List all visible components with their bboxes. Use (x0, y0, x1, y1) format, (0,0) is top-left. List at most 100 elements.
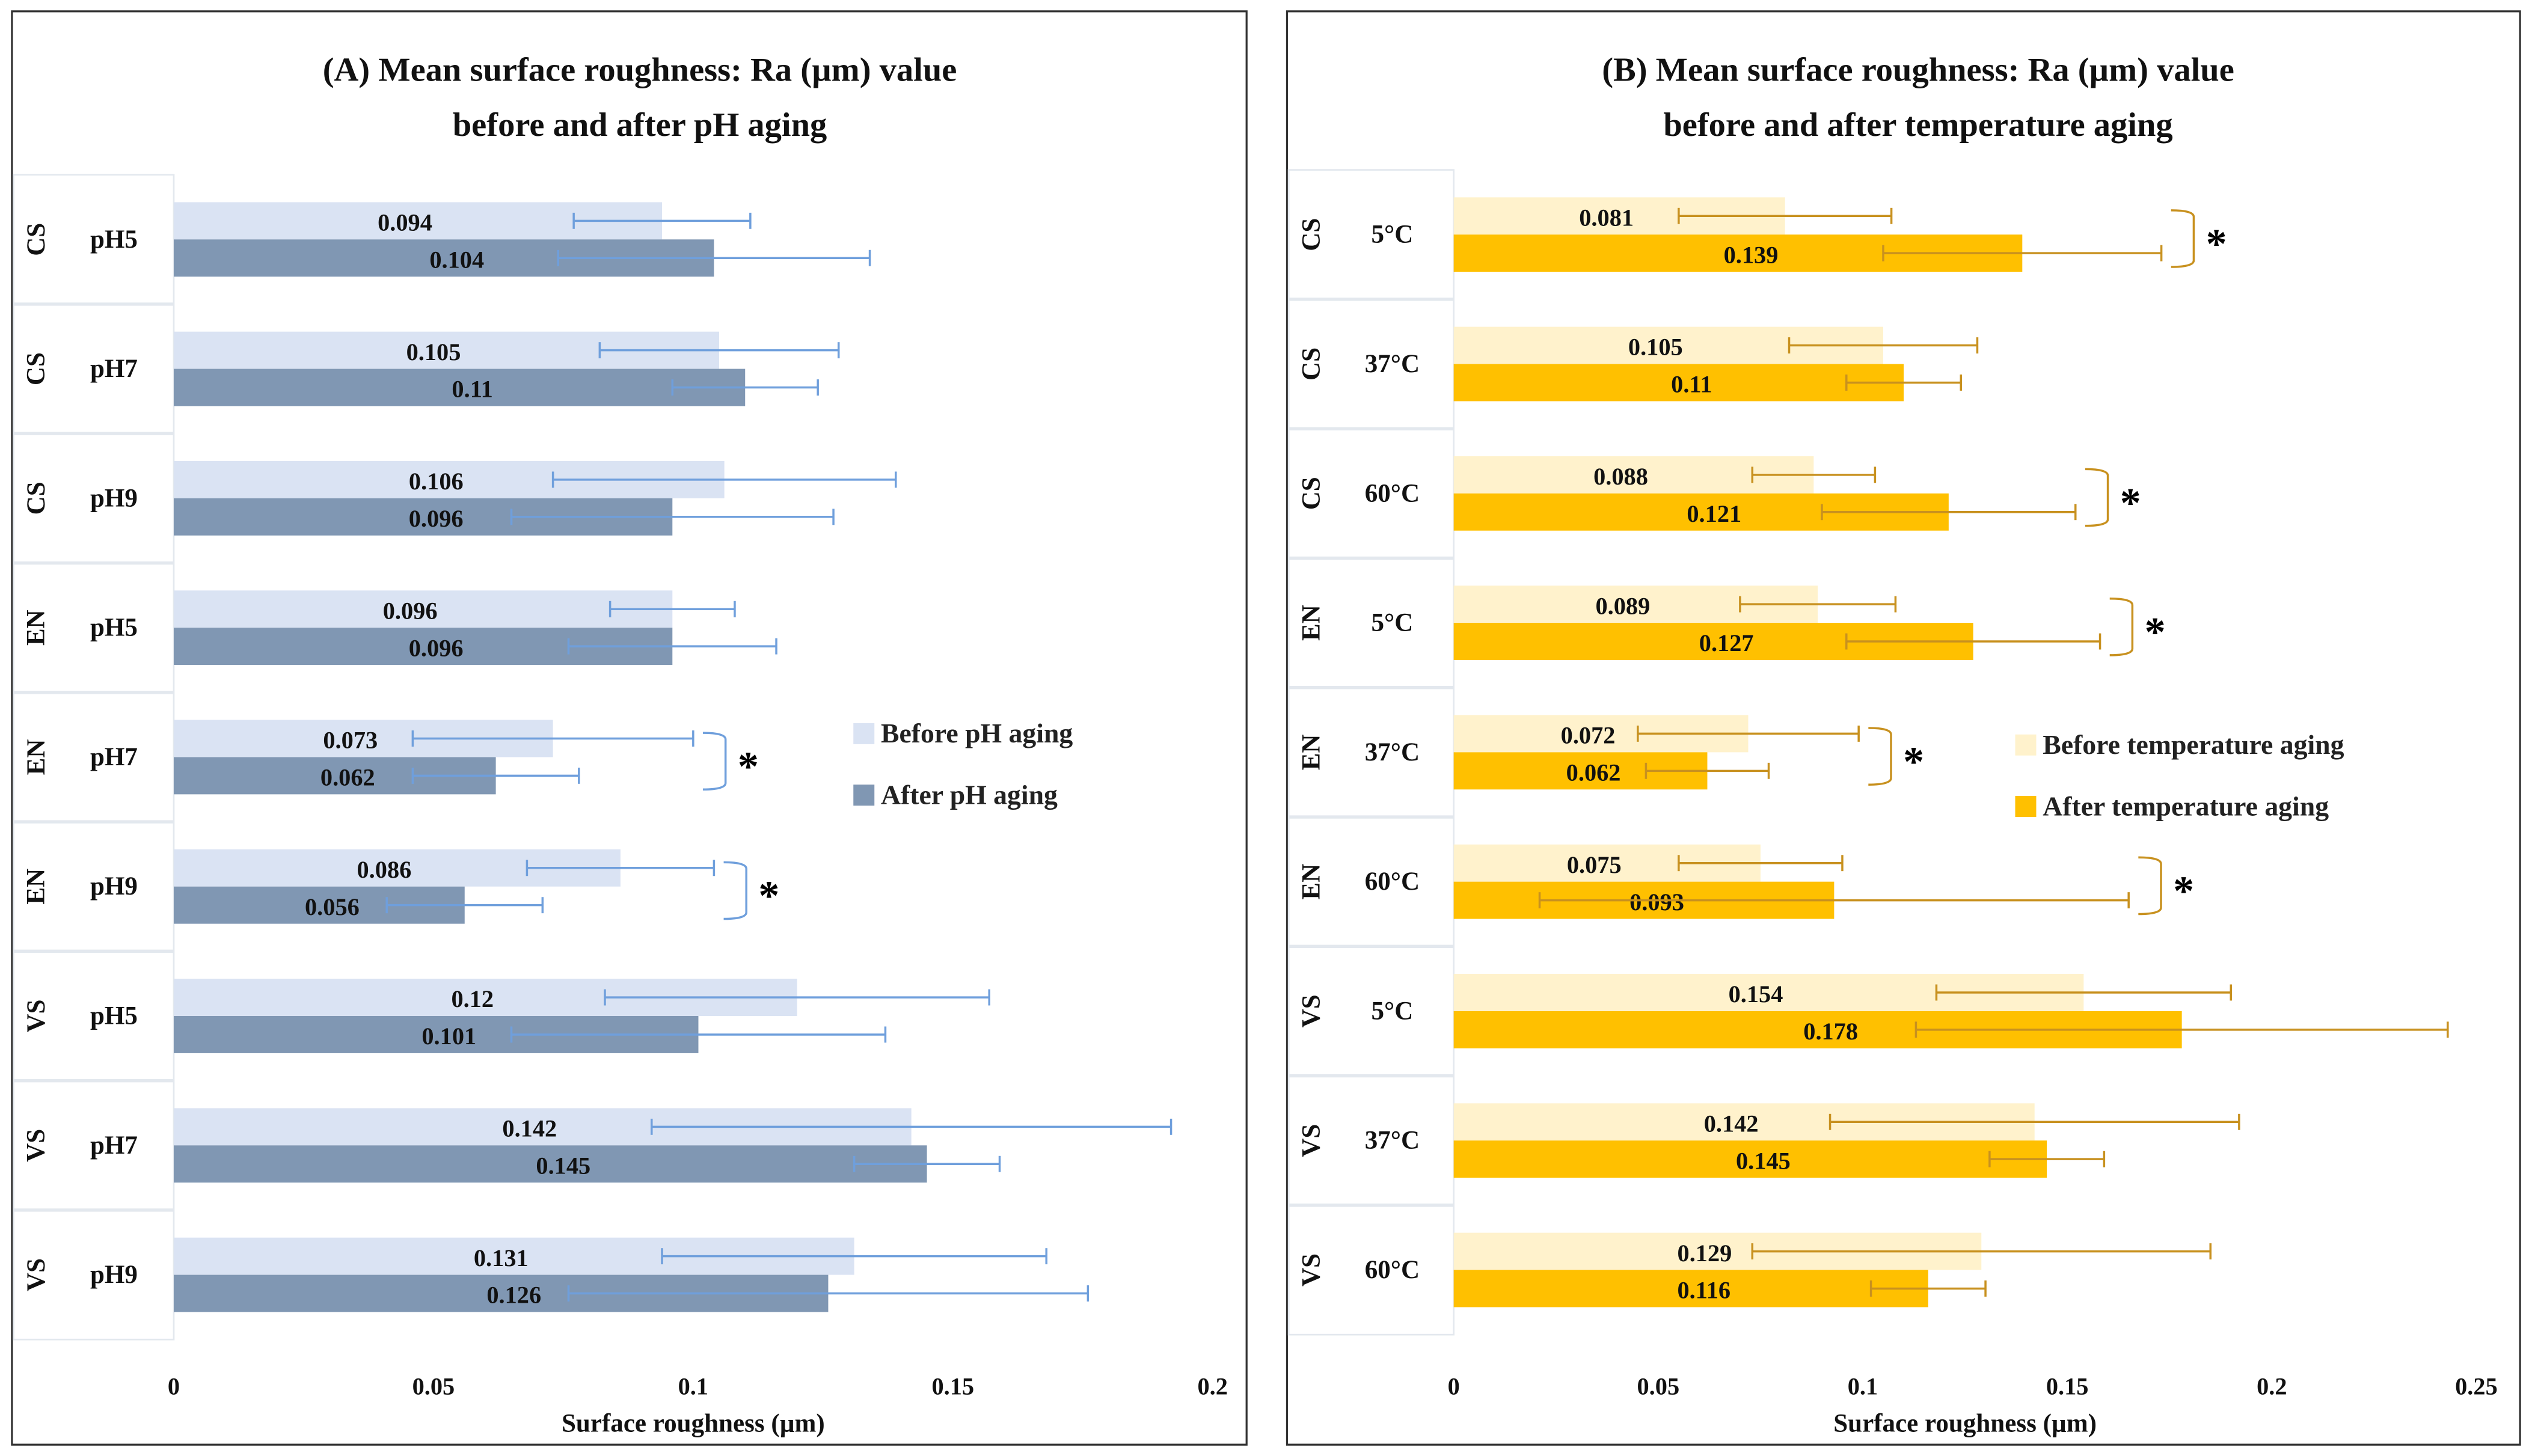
condition-label: 5°C (1371, 609, 1413, 637)
group-label: EN (22, 869, 51, 905)
data-label: 0.12 (451, 985, 494, 1012)
data-label: 0.096 (409, 505, 464, 532)
data-label: 0.105 (406, 338, 461, 366)
condition-label: pH9 (90, 872, 138, 901)
condition-label: 60°C (1365, 867, 1420, 896)
chart-subtitle: before and after pH aging (453, 106, 827, 144)
error-bar (1788, 337, 1979, 354)
data-label: 0.11 (452, 376, 492, 403)
error-bar (1538, 892, 2130, 909)
significance-star: * (2145, 610, 2166, 656)
data-label: 0.105 (1628, 334, 1683, 361)
before-bar (174, 590, 673, 628)
legend-label: Before pH aging (881, 718, 1073, 748)
data-label: 0.072 (1561, 722, 1616, 749)
data-label: 0.073 (323, 727, 378, 754)
significance-star: * (2120, 480, 2141, 527)
error-bar (510, 1026, 887, 1043)
legend-label: After temperature aging (2043, 791, 2329, 821)
group-label: CS (1297, 477, 1325, 510)
condition-label: 5°C (1371, 221, 1413, 249)
data-label: 0.093 (1629, 889, 1684, 916)
data-label: 0.11 (1671, 371, 1712, 398)
data-label: 0.096 (409, 634, 464, 661)
significance-bracket (702, 732, 727, 791)
error-bar (557, 249, 871, 266)
x-tick-label: 0.25 (2455, 1373, 2498, 1400)
significance-bracket (2138, 856, 2162, 916)
significance-star: * (1903, 739, 1924, 785)
condition-label: 37°C (1365, 350, 1420, 378)
error-bar (1828, 1113, 2240, 1130)
significance-bracket (1868, 727, 1892, 786)
data-label: 0.126 (486, 1282, 541, 1309)
group-label: EN (1297, 734, 1325, 770)
condition-label: pH9 (90, 484, 138, 512)
group-label: EN (22, 739, 51, 775)
data-label: 0.145 (1736, 1147, 1791, 1174)
group-label: CS (1297, 218, 1325, 251)
significance-bracket (2085, 468, 2109, 527)
data-label: 0.145 (536, 1152, 590, 1179)
error-bar (411, 767, 580, 784)
group-label: EN (1297, 864, 1325, 900)
error-bar (671, 379, 819, 396)
x-tick-label: 0.15 (931, 1373, 974, 1400)
error-bar (1678, 855, 1844, 872)
chart-subtitle: before and after temperature aging (1663, 106, 2172, 144)
condition-label: pH5 (90, 225, 138, 254)
x-tick-label: 0.05 (412, 1373, 455, 1400)
data-label: 0.106 (409, 468, 464, 495)
error-bar (1751, 466, 1877, 483)
legend-swatch (853, 785, 875, 806)
data-label: 0.056 (305, 893, 360, 920)
chart-title: (A) Mean surface roughness: Ra (µm) valu… (323, 52, 957, 89)
data-label: 0.121 (1687, 500, 1741, 527)
significance-star: * (758, 873, 779, 920)
significance-star: * (738, 744, 759, 790)
x-tick-label: 0.2 (1197, 1373, 1227, 1400)
error-bar (1678, 207, 1893, 224)
x-tick-label: 0.2 (2257, 1373, 2287, 1400)
after-bar (1453, 364, 1904, 402)
condition-label: 60°C (1365, 479, 1420, 507)
significance-star: * (2206, 221, 2227, 268)
error-bar (1914, 1021, 2449, 1038)
data-label: 0.094 (378, 209, 432, 236)
data-label: 0.116 (1677, 1277, 1730, 1304)
after-bar (1453, 1270, 1928, 1308)
x-tick-label: 0.1 (1848, 1373, 1878, 1400)
x-axis-title: Surface roughness (µm) (562, 1410, 825, 1438)
data-label: 0.075 (1567, 851, 1622, 878)
data-label: 0.142 (502, 1115, 557, 1142)
group-label: CS (22, 352, 51, 385)
group-label: VS (1297, 1124, 1325, 1157)
data-label: 0.127 (1699, 629, 1754, 656)
error-bar (567, 638, 777, 655)
error-bar (1751, 1243, 2212, 1260)
error-bar (567, 1285, 1090, 1302)
data-label: 0.062 (1566, 759, 1621, 786)
error-bar (1739, 596, 1897, 613)
category-axis-box (13, 174, 175, 1341)
data-label: 0.086 (357, 856, 412, 883)
data-label: 0.088 (1593, 463, 1648, 490)
data-label: 0.178 (1803, 1018, 1858, 1045)
error-bar (551, 471, 897, 488)
legend-item: After pH aging (853, 779, 1058, 810)
chart-title: (B) Mean surface roughness: Ra (µm) valu… (1602, 52, 2234, 89)
condition-label: 5°C (1371, 997, 1413, 1025)
error-bar (411, 730, 694, 747)
group-label: VS (22, 1129, 51, 1162)
legend-label: Before temperature aging (2043, 729, 2344, 760)
category-axis-box (1287, 169, 1455, 1336)
data-label: 0.142 (1704, 1110, 1759, 1137)
group-label: EN (22, 610, 51, 646)
legend-swatch (853, 723, 875, 744)
error-bar (1821, 504, 2077, 521)
data-label: 0.101 (421, 1023, 476, 1050)
error-bar (1882, 245, 2163, 262)
error-bar (1845, 374, 1963, 391)
error-bar (385, 897, 544, 914)
